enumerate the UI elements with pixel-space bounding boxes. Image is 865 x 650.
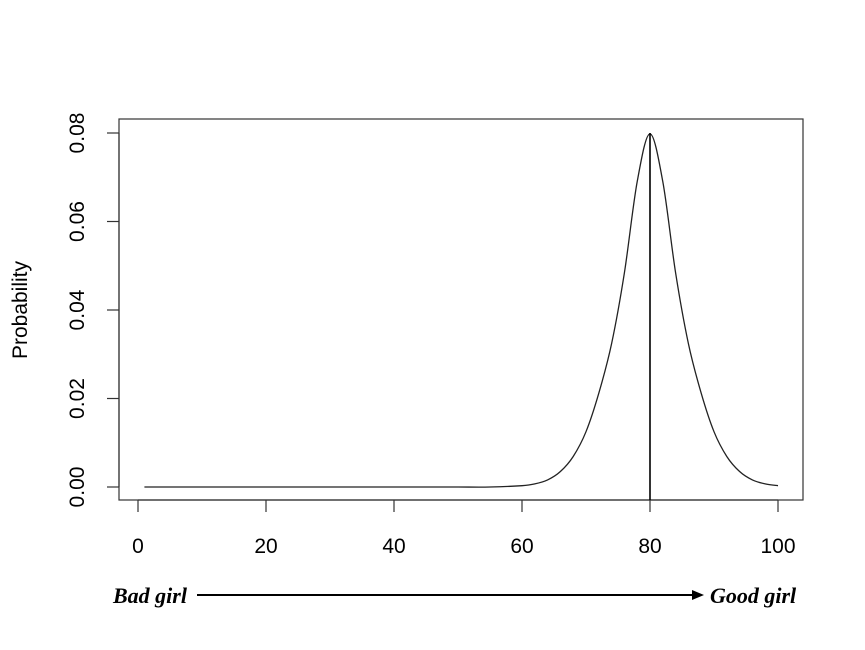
y-tick-label: 0.02 <box>66 378 89 419</box>
x-tick-label: 80 <box>638 535 661 558</box>
annotation-layer: Bad girl Good girl <box>112 583 797 608</box>
annotation-good-girl: Good girl <box>710 583 797 608</box>
annotation-bad-girl: Bad girl <box>112 583 188 608</box>
x-tick-label: 60 <box>510 535 533 558</box>
y-axis: 0.00 0.02 0.04 0.06 0.08 <box>66 113 120 508</box>
x-tick-label: 0 <box>132 535 144 558</box>
series-layer <box>144 133 779 500</box>
density-curve <box>144 133 779 488</box>
y-tick-label: 0.00 <box>66 467 89 508</box>
x-tick-label: 100 <box>760 535 795 558</box>
x-axis: 0 20 40 60 80 100 <box>132 499 796 558</box>
annotation-arrow-head <box>692 590 704 600</box>
x-tick-label: 20 <box>254 535 277 558</box>
y-tick-label: 0.06 <box>66 201 89 242</box>
y-axis-title: Probability <box>9 260 32 359</box>
y-tick-label: 0.08 <box>66 113 89 154</box>
x-tick-label: 40 <box>382 535 405 558</box>
plot-frame <box>118 118 804 501</box>
y-tick-label: 0.04 <box>66 289 89 330</box>
